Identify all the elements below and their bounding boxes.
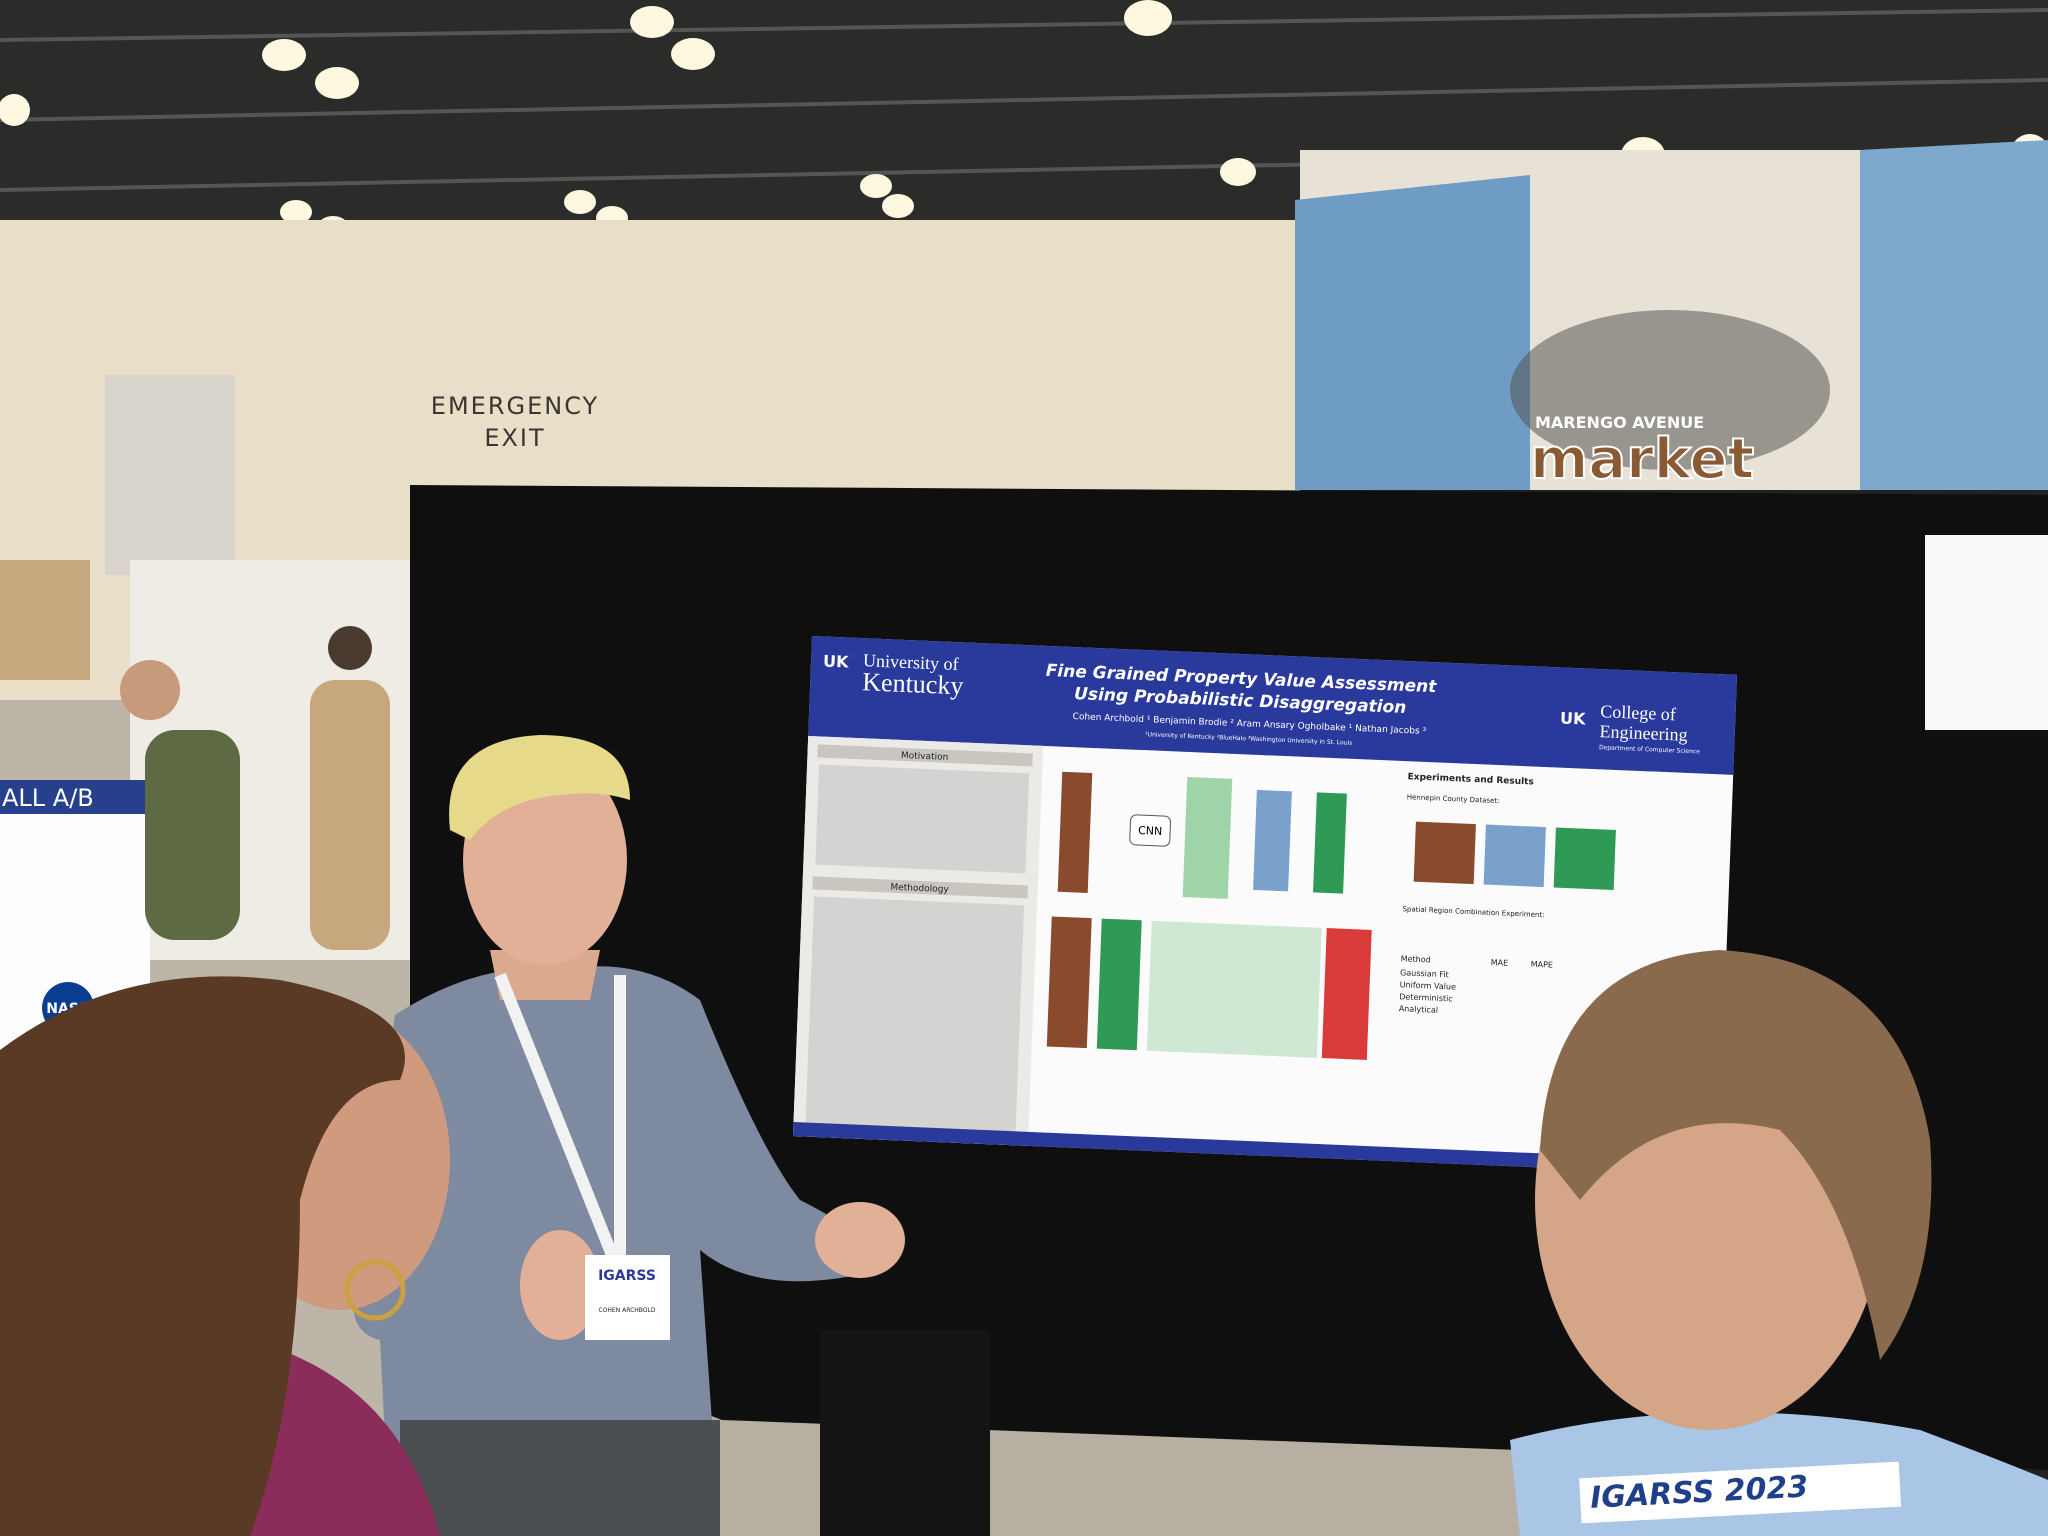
legs-background: [820, 1330, 990, 1536]
cnn-label: CNN: [1138, 824, 1163, 838]
university: University of: [863, 650, 959, 674]
blue-panel: [1295, 175, 1530, 490]
badge-name: COHEN ARCHBOLD: [599, 1307, 656, 1314]
results-table: Method MAE MAPE Gaussian Fit Uniform Val…: [1399, 954, 1554, 1015]
poster: UK University of Kentucky Fine Grained P…: [792, 636, 1737, 1175]
sign-text: EXIT: [484, 424, 545, 452]
light: [882, 194, 914, 218]
dataset: Hennepin County Dataset:: [1407, 793, 1500, 805]
person-background: [310, 680, 390, 950]
light: [1124, 0, 1172, 36]
table-cell: Analytical: [1399, 1004, 1439, 1015]
aerial-tiles: [1057, 771, 1093, 893]
section-bar: [812, 876, 1028, 899]
side-poster-header: [0, 780, 150, 814]
error-maps: [1321, 928, 1372, 1060]
college: Engineering: [1599, 721, 1688, 745]
department: Department of Computer Science: [1599, 744, 1700, 755]
cnn-box: [1129, 814, 1172, 847]
lanyard: [1579, 1461, 1902, 1524]
wood-panel: [0, 560, 90, 680]
college: College of: [1600, 701, 1676, 724]
name-badge: [585, 1255, 670, 1340]
side-poster-title: ALL A/B: [2, 784, 94, 812]
body-text: [805, 764, 1030, 1136]
section-title: Motivation: [901, 751, 949, 763]
table-header: MAPE: [1531, 960, 1554, 970]
lanyard: [494, 972, 626, 1256]
figure-2: [1046, 916, 1372, 1060]
text-block: [815, 764, 1030, 874]
hair: [0, 976, 405, 1536]
figure-1: CNN: [1057, 771, 1347, 899]
light: [630, 6, 674, 38]
hand: [815, 1202, 905, 1278]
market-name: market: [1530, 427, 1754, 492]
light: [315, 67, 359, 99]
trousers: [400, 1420, 720, 1536]
uk-mark: UK: [823, 652, 850, 672]
light: [280, 200, 312, 224]
aerial-figure: [1413, 821, 1476, 885]
neck: [490, 950, 600, 1000]
section-title: Methodology: [890, 883, 949, 895]
light: [671, 38, 715, 70]
region-figure: [1483, 824, 1546, 888]
blue-panel: [1860, 140, 2048, 490]
presenter: IGARSS COHEN ARCHBOLD: [353, 735, 990, 1536]
earring: [344, 1259, 406, 1321]
market-top: MARENGO AVENUE: [1535, 413, 1704, 432]
text-block: [805, 896, 1025, 1136]
hair: [1540, 950, 1932, 1360]
program-sheet: [1925, 535, 2048, 730]
man-foreground: IGARSS 2023: [1510, 950, 2048, 1536]
person-background: [145, 730, 240, 940]
light: [262, 39, 306, 71]
table-header: MAE: [1491, 958, 1509, 968]
poster-footer: [792, 1122, 1719, 1175]
light: [564, 190, 596, 214]
output-maps: [1182, 776, 1233, 899]
truss: [0, 78, 2048, 122]
sign-text: EMERGENCY: [431, 392, 599, 420]
tree-logo: [1510, 310, 1830, 470]
prediction-maps: [1146, 920, 1322, 1058]
badge-event: IGARSS: [598, 1268, 656, 1284]
section-bar: [817, 744, 1033, 767]
person-head: [328, 626, 372, 670]
light: [0, 94, 30, 126]
light: [860, 174, 892, 198]
truss: [0, 8, 2048, 42]
aerial-tiles: [1046, 916, 1092, 1049]
table-header: Method: [1401, 954, 1431, 964]
roll-door: [105, 375, 235, 575]
value-figure: [1553, 827, 1616, 891]
region-maps: [1253, 789, 1292, 892]
light: [1220, 158, 1256, 186]
table-cell: Gaussian Fit: [1400, 968, 1449, 979]
value-maps: [1313, 792, 1347, 894]
woman-foreground: [0, 976, 450, 1536]
uk-mark: UK: [1560, 709, 1587, 729]
table-cell: Deterministic: [1399, 992, 1453, 1003]
hand: [520, 1230, 600, 1340]
person-head: [120, 660, 180, 720]
university: Kentucky: [862, 667, 964, 700]
table-cell: Uniform Value: [1400, 980, 1457, 991]
poster-header: [808, 636, 1737, 775]
hair: [449, 735, 630, 840]
value-maps: [1096, 918, 1142, 1051]
